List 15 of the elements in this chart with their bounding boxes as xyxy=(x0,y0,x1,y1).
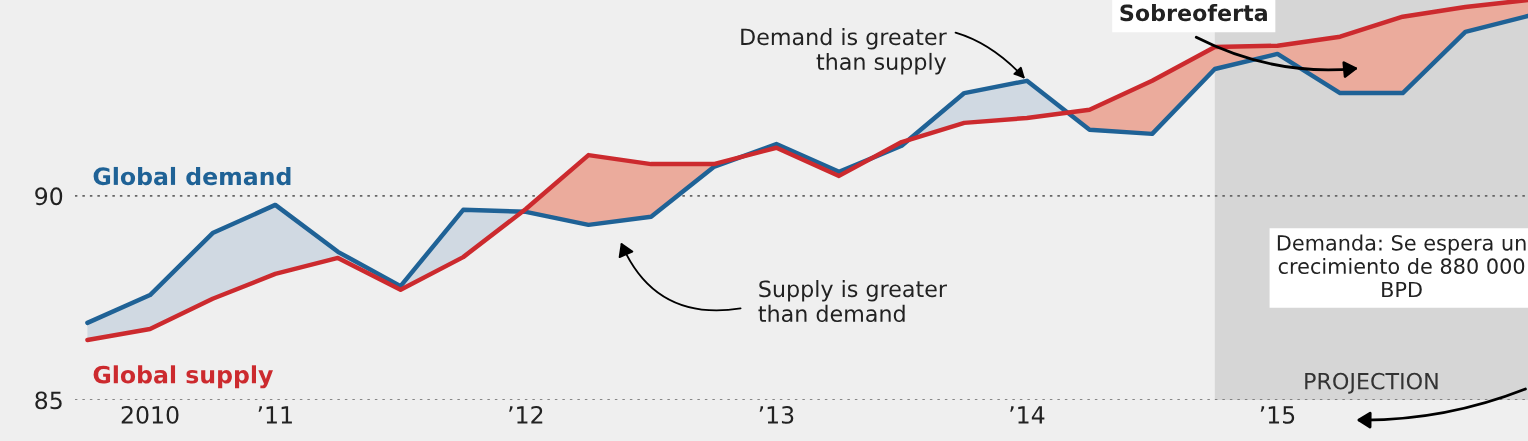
annotation: Demand is greater than supply xyxy=(741,28,947,75)
annotation: Demanda: Se espera un crecimiento de 880 000 BPD xyxy=(1277,234,1526,298)
x-tick-label: ’11 xyxy=(258,406,292,424)
band-label: PROJECTION xyxy=(1305,372,1438,394)
x-tick-label: ’15 xyxy=(1260,406,1295,424)
series-label: Global supply xyxy=(93,365,273,389)
annotation: Supply is greater than demand xyxy=(758,279,947,323)
series-label: Global demand xyxy=(93,166,291,186)
x-tick-label: 2010 xyxy=(121,405,179,424)
annotation: Sobreoferta xyxy=(1120,4,1267,22)
y-tick-label: 90 xyxy=(35,187,63,206)
x-tick-label: ’13 xyxy=(759,405,794,424)
x-tick-label: ’14 xyxy=(1010,406,1045,424)
x-tick-label: ’12 xyxy=(509,405,543,424)
y-tick-label: 85 xyxy=(35,391,62,410)
